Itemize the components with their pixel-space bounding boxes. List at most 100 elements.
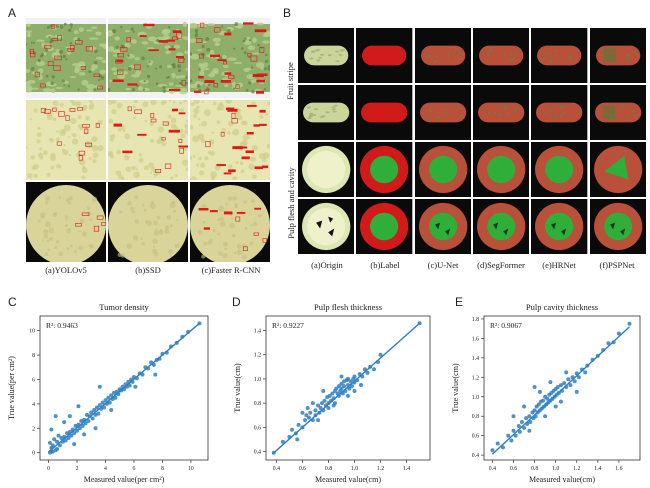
data-point <box>352 374 357 379</box>
data-point <box>96 411 101 416</box>
data-point <box>318 405 323 410</box>
y-tick-label: 0.8 <box>254 401 261 407</box>
data-point <box>340 391 345 396</box>
data-point <box>513 433 518 438</box>
x-tick-label: 0.6 <box>299 466 306 472</box>
data-point <box>553 404 558 409</box>
data-point <box>94 405 99 410</box>
panel-b-image-row1-segformer <box>472 28 530 83</box>
x-tick-label: 10 <box>188 466 194 472</box>
panel-b-caption-pspnet: (f)PSPNet <box>599 260 635 270</box>
data-point <box>322 398 327 403</box>
data-point <box>329 398 334 403</box>
data-point <box>346 393 350 398</box>
panel-a-image-fruit-stripe-1 <box>26 18 106 98</box>
chart-title: Tumor density <box>99 302 149 312</box>
data-point <box>55 439 60 444</box>
data-point <box>72 431 77 436</box>
y-tick-label: 1.8 <box>472 317 479 323</box>
y-axis-label: True value(per cm²) <box>7 356 16 420</box>
panel-b-image-row4-u-net <box>414 199 471 254</box>
data-point <box>133 384 138 389</box>
data-point <box>352 380 357 385</box>
data-point <box>75 428 80 433</box>
x-tick-label: 0.8 <box>531 466 538 472</box>
panel-a-image-pulp-surface-2 <box>108 100 188 180</box>
y-tick-label: 1.2 <box>472 375 479 381</box>
data-point <box>62 434 67 439</box>
data-point <box>336 384 341 389</box>
data-point <box>49 427 54 432</box>
data-point <box>319 401 324 406</box>
data-point <box>293 431 298 436</box>
panel-letter-e: E <box>455 295 464 309</box>
panel-b-image-row4-hrnet <box>531 199 588 254</box>
data-point <box>576 375 581 380</box>
x-tick-label: 4 <box>104 466 107 472</box>
data-point <box>47 440 52 445</box>
data-point <box>616 331 621 336</box>
panel-letter-c: C <box>8 295 17 309</box>
data-point <box>310 418 315 423</box>
data-point <box>109 393 114 398</box>
data-point <box>313 413 318 418</box>
data-point <box>516 423 521 428</box>
y-tick-label: 0.8 <box>472 414 479 420</box>
data-point <box>67 414 72 419</box>
panel-b-image-row4-pspnet <box>589 199 646 254</box>
data-point <box>355 378 360 383</box>
data-point <box>522 425 527 430</box>
data-point <box>511 414 516 419</box>
data-point <box>555 385 560 390</box>
data-point <box>323 403 328 408</box>
data-point <box>346 376 350 381</box>
data-point <box>331 403 336 408</box>
data-point <box>153 372 158 377</box>
panel-b-image-row3-u-net <box>414 142 471 197</box>
data-point <box>83 421 88 426</box>
x-tick-label: 1.2 <box>377 466 384 472</box>
chart-title: Pulp cavity thickness <box>526 302 598 312</box>
y-tick-label: 0.6 <box>254 425 261 431</box>
panel-b-caption-segformer: (d)SegFormer <box>477 260 525 270</box>
data-point <box>67 429 72 434</box>
data-point <box>160 351 165 356</box>
data-point <box>583 370 588 375</box>
panel-b-caption-origin: (a)Origin <box>311 260 343 270</box>
data-point <box>90 416 95 421</box>
data-point <box>100 400 105 405</box>
data-point <box>556 390 561 395</box>
data-point <box>527 428 532 433</box>
data-point <box>92 407 97 412</box>
data-point <box>106 395 111 400</box>
data-point <box>82 432 87 437</box>
data-point <box>339 374 344 379</box>
data-point <box>375 359 380 364</box>
data-point <box>365 370 370 375</box>
x-tick-label: 1.4 <box>594 466 601 472</box>
panel-b-image-row2-hrnet <box>531 85 588 140</box>
data-point <box>627 321 632 326</box>
data-point <box>56 433 61 438</box>
data-point <box>82 417 87 422</box>
panel-b-image-row1-label <box>356 28 413 83</box>
data-point <box>585 363 590 368</box>
data-point <box>122 387 126 392</box>
data-point <box>290 427 295 432</box>
y-tick-label: 0 <box>32 451 35 457</box>
x-tick-label: 1.6 <box>615 466 622 472</box>
data-point <box>103 398 108 403</box>
data-point <box>300 425 305 430</box>
data-point <box>316 418 321 423</box>
data-point <box>574 371 579 376</box>
data-point <box>536 402 541 407</box>
data-point <box>306 415 311 420</box>
x-axis-label: Measured value(cm) <box>315 475 381 484</box>
y-tick-label: 1.6 <box>472 336 479 342</box>
r-squared-annotation: R²: 0.9463 <box>46 321 78 330</box>
data-point <box>360 374 365 379</box>
panel-b-image-row2-u-net <box>414 85 471 140</box>
data-point <box>107 400 112 405</box>
panel-b-image-row4-label <box>356 199 413 254</box>
data-point <box>271 450 276 455</box>
